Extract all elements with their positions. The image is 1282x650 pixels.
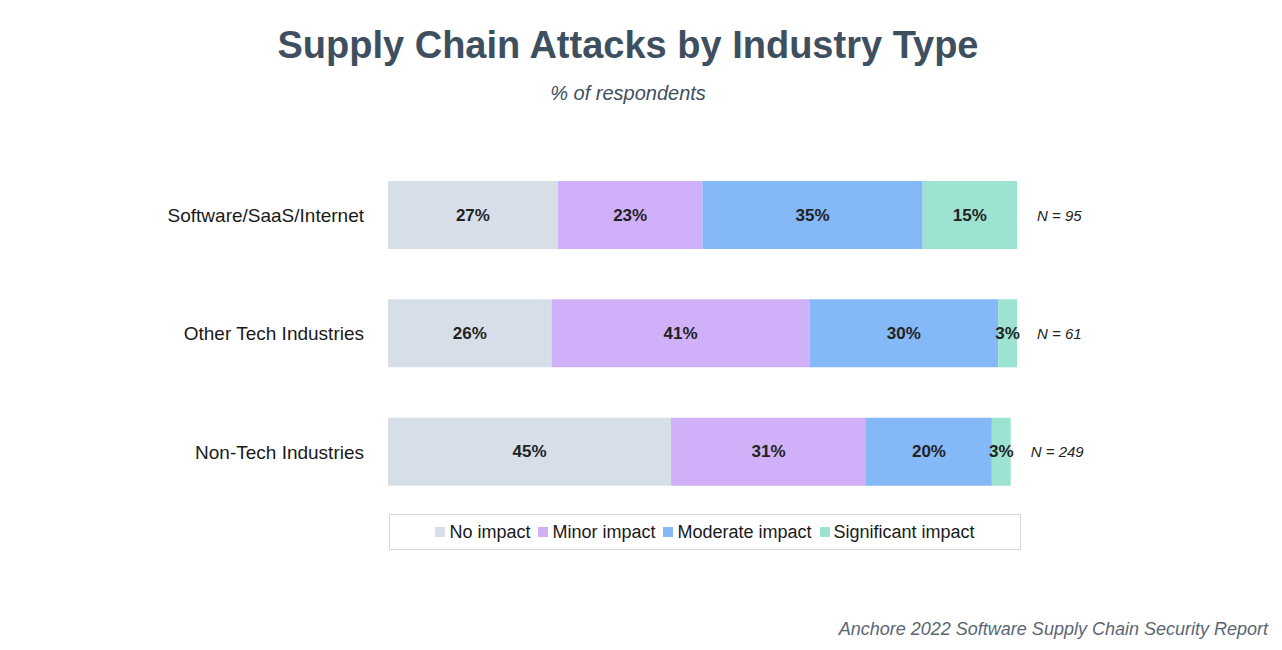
svg-text:3%: 3% — [989, 442, 1014, 461]
svg-text:45%: 45% — [513, 442, 547, 461]
html-text:Significant impact: Significant impact — [833, 521, 975, 542]
svg-text:31%: 31% — [752, 442, 786, 461]
svg-text:N = 61: N = 61 — [1037, 325, 1082, 342]
svg-text:35%: 35% — [796, 206, 830, 225]
svg-text:Other Tech Industries: Other Tech Industries — [184, 323, 364, 344]
html-text:Minor impact: Minor impact — [552, 521, 656, 542]
svg-text:Software/SaaS/Internet: Software/SaaS/Internet — [168, 205, 365, 226]
svg-text:20%: 20% — [912, 442, 946, 461]
html-text:Supply Chain Attacks by Indust: Supply Chain Attacks by Industry Type — [277, 24, 979, 66]
svg-text:23%: 23% — [613, 206, 647, 225]
svg-text:3%: 3% — [995, 324, 1020, 343]
svg-text:N = 95: N = 95 — [1037, 207, 1082, 224]
html-text:Moderate impact: Moderate impact — [677, 521, 812, 542]
svg-text:Non-Tech Industries: Non-Tech Industries — [195, 442, 364, 463]
svg-text:27%: 27% — [456, 206, 490, 225]
svg-text:41%: 41% — [663, 324, 697, 343]
html-text:Anchore 2022 Software Supply C: Anchore 2022 Software Supply Chain Secur… — [838, 619, 1268, 639]
svg-text:26%: 26% — [453, 324, 487, 343]
html-text:% of respondents: % of respondents — [550, 82, 706, 104]
html-text:No impact: No impact — [449, 521, 531, 542]
svg-text:30%: 30% — [887, 324, 921, 343]
svg-text:N = 249: N = 249 — [1031, 443, 1085, 460]
svg-text:15%: 15% — [953, 206, 987, 225]
